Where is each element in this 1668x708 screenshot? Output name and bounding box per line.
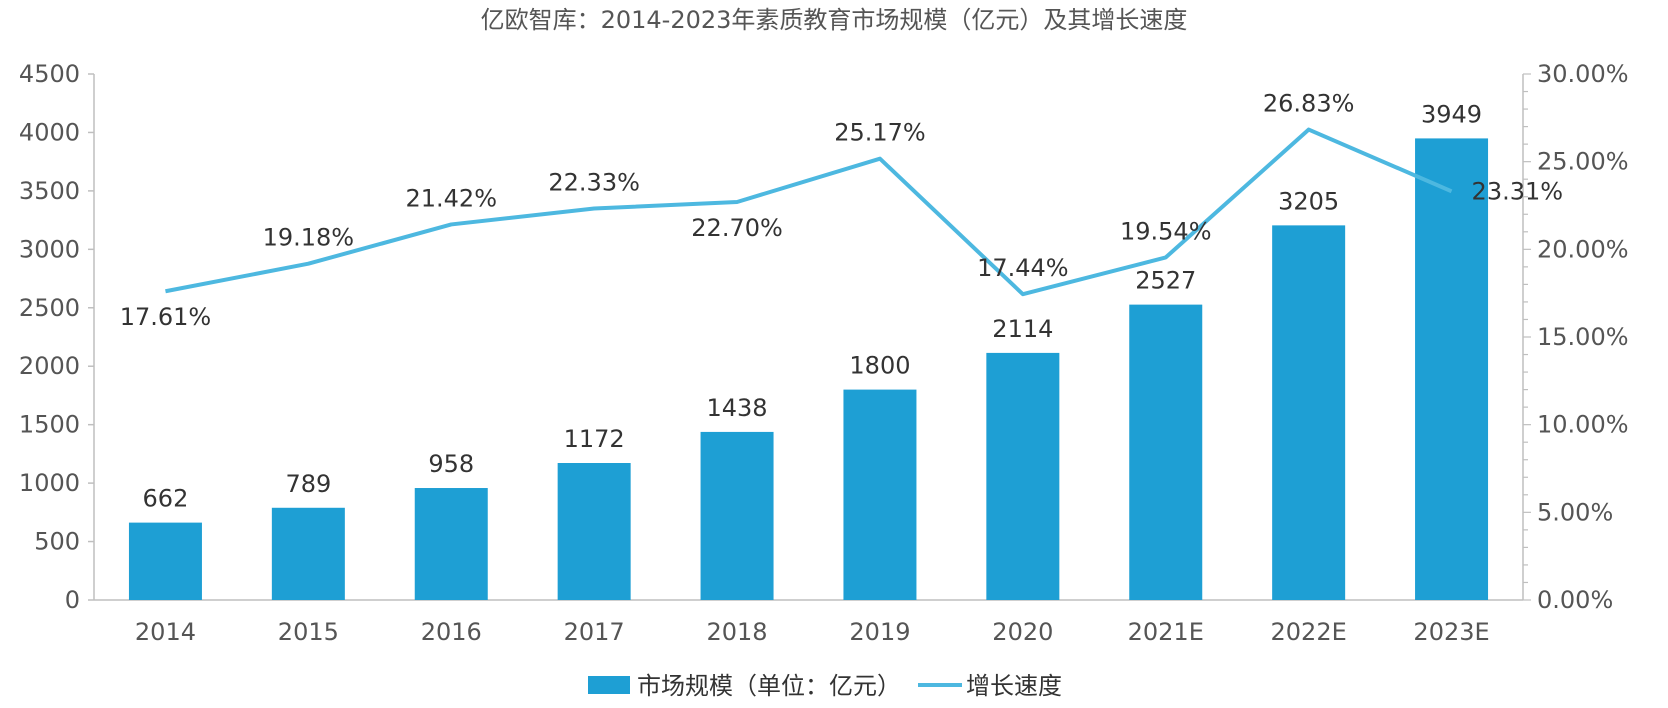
left-tick-label: 3000: [19, 235, 80, 263]
bar-value-label: 662: [143, 485, 189, 513]
bar: [986, 352, 1060, 600]
legend-bar-swatch: [588, 676, 630, 694]
bar: [128, 522, 202, 600]
bar-value-label: 789: [285, 470, 331, 498]
legend-line-label: 增长速度: [966, 672, 1062, 700]
x-tick-label: 2016: [421, 618, 482, 646]
left-tick-label: 500: [34, 528, 80, 556]
right-tick-label: 20.00%: [1537, 235, 1629, 263]
x-tick-label: 2023E: [1413, 618, 1489, 646]
right-tick-label: 15.00%: [1537, 323, 1629, 351]
line-value-label: 22.70%: [691, 214, 783, 242]
bar: [557, 463, 631, 600]
x-tick-label: 2018: [707, 618, 768, 646]
line-value-label: 25.17%: [834, 119, 926, 147]
line-value-label: 17.61%: [120, 303, 212, 331]
left-tick-label: 2500: [19, 294, 80, 322]
x-tick-label: 2014: [135, 618, 196, 646]
bar-series: 662 789 958 1172 1438 1800 2114 2527 3205 3949: [128, 100, 1489, 601]
x-tick-label: 2017: [564, 618, 625, 646]
bar: [843, 389, 917, 600]
x-tick-label: 2020: [992, 618, 1053, 646]
bar-value-label: 2114: [992, 315, 1053, 343]
bar: [700, 431, 774, 600]
left-tick-label: 0: [65, 586, 80, 614]
bar: [271, 507, 345, 600]
bar: [414, 488, 488, 600]
left-tick-label: 4000: [19, 118, 80, 146]
line-value-label: 23.31%: [1472, 177, 1564, 205]
x-tick-label: 2021E: [1128, 618, 1204, 646]
line-value-label: 19.54%: [1120, 217, 1212, 245]
left-tick-label: 2000: [19, 352, 80, 380]
bar-value-label: 2527: [1135, 267, 1196, 295]
left-tick-label: 3500: [19, 177, 80, 205]
bar: [1415, 138, 1489, 601]
x-tick-label: 2015: [278, 618, 339, 646]
line-value-label: 26.83%: [1263, 90, 1355, 118]
x-axis: 2014 2015 2016 2017 2018 2019 2020 2021E 2022E 20…: [94, 599, 1523, 646]
right-tick-label: 25.00%: [1537, 148, 1629, 176]
chart-title: 亿欧智库：2014-2023年素质教育市场规模（亿元）及其增长速度: [481, 6, 1188, 34]
line-value-label: 17.44%: [977, 254, 1069, 282]
line-value-label: 19.18%: [263, 224, 355, 252]
line-value-label: 22.33%: [548, 168, 640, 196]
right-tick-label: 30.00%: [1537, 60, 1629, 88]
bar-value-label: 958: [428, 450, 474, 478]
x-tick-label: 2022E: [1271, 618, 1347, 646]
bar-value-label: 3949: [1421, 100, 1482, 128]
bar-value-label: 1172: [564, 425, 625, 453]
line-series: 17.61% 19.18% 21.42% 22.33% 22.70% 25.17% 17.4…: [120, 90, 1563, 332]
bar: [1129, 304, 1203, 600]
legend: 市场规模（单位：亿元） 增长速度: [588, 672, 1062, 700]
bar: [1272, 225, 1346, 601]
left-axis: 0 500 1000 1500 2000 2500 3000 3500 4000 4500: [19, 60, 95, 614]
left-tick-label: 1000: [19, 469, 80, 497]
x-tick-label: 2019: [849, 618, 910, 646]
right-tick-label: 10.00%: [1537, 411, 1629, 439]
left-tick-label: 1500: [19, 411, 80, 439]
bar-value-label: 1800: [849, 352, 910, 380]
right-tick-label: 0.00%: [1537, 586, 1613, 614]
right-axis: 0.00% 5.00% 10.00% 15.00% 20.00% 25.00% 30.00%: [1522, 60, 1629, 614]
line-value-label: 21.42%: [405, 184, 497, 212]
left-tick-label: 4500: [19, 60, 80, 88]
growth-line: [165, 127, 1453, 297]
bar-value-label: 1438: [707, 394, 768, 422]
bar-value-label: 3205: [1278, 187, 1339, 215]
right-tick-label: 5.00%: [1537, 498, 1613, 526]
legend-bar-label: 市场规模（单位：亿元）: [637, 672, 901, 700]
